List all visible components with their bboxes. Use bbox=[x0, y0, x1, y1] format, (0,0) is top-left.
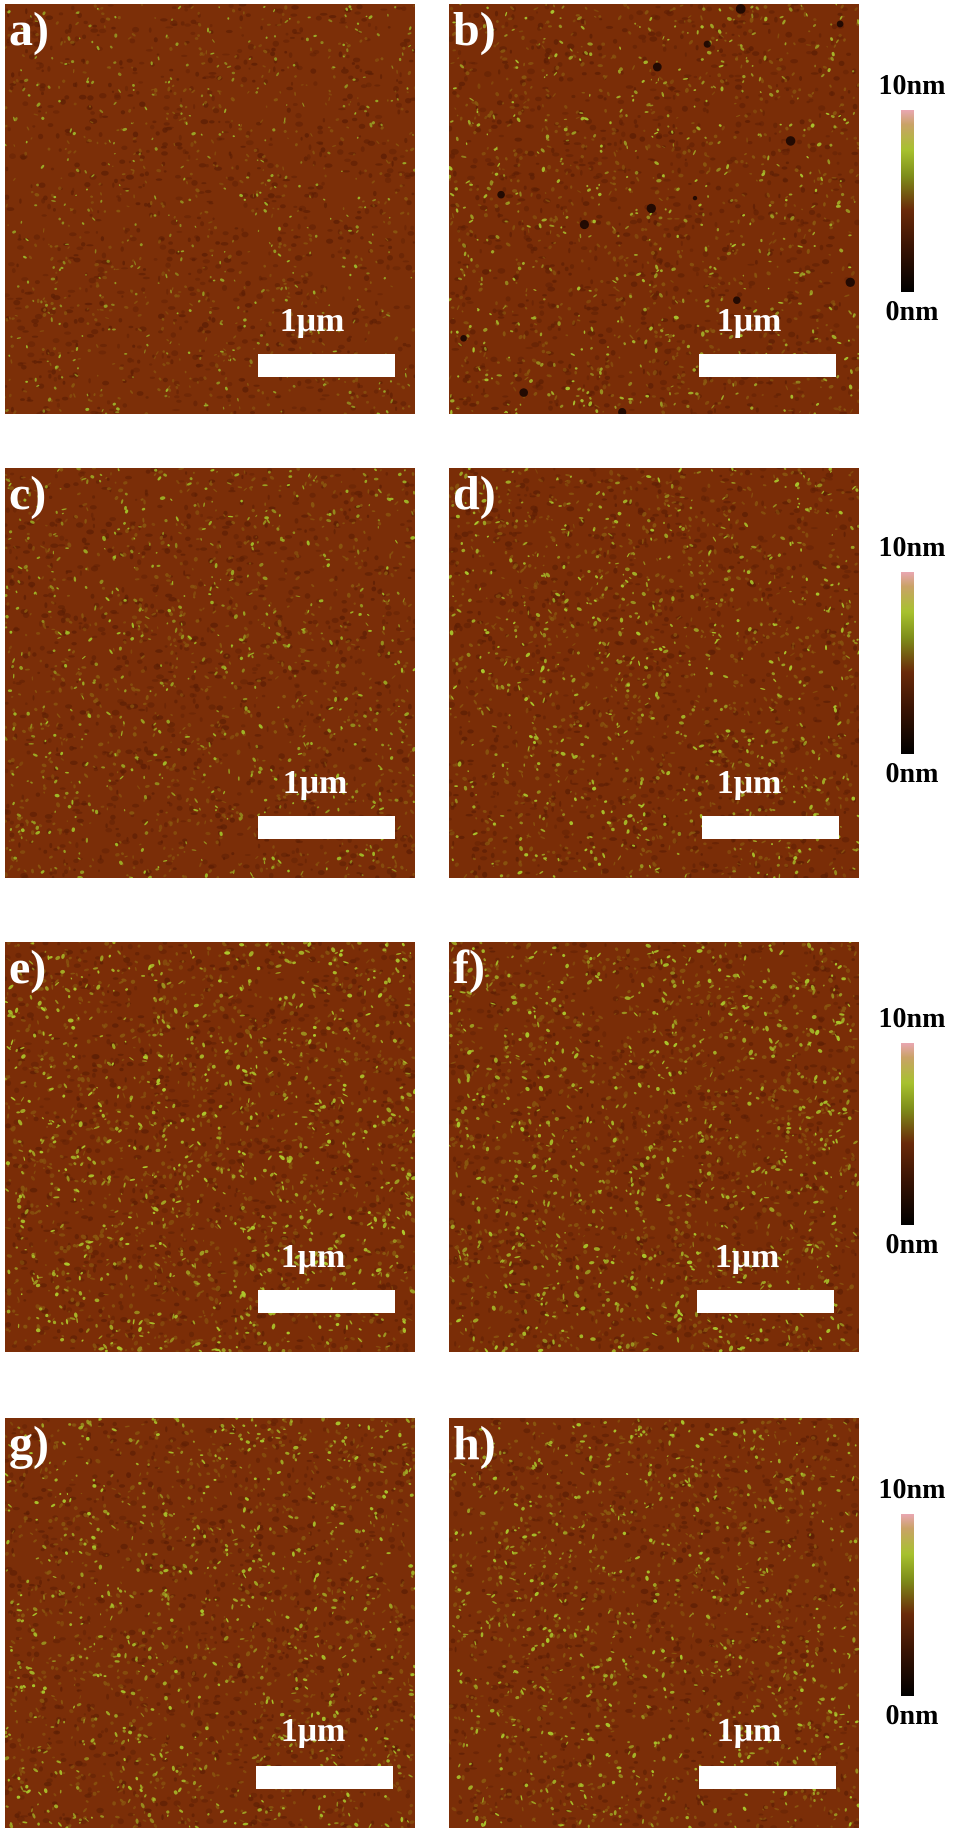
scale-bar-label-h: 1μm bbox=[716, 1712, 782, 1749]
scale-bar-b bbox=[699, 354, 836, 377]
afm-image-b bbox=[449, 4, 859, 414]
color-scale-max-label: 10nm bbox=[878, 1474, 946, 1505]
scale-bar-label-e: 1μm bbox=[280, 1238, 346, 1275]
panel-label-d: d) bbox=[453, 468, 496, 520]
afm-image-d bbox=[449, 468, 859, 878]
afm-panel-b: b) 1μm bbox=[449, 4, 859, 414]
afm-panel-a: a) 1μm bbox=[5, 4, 415, 414]
color-scale-gradient bbox=[901, 110, 914, 292]
color-scale-3: 10nm 0nm bbox=[864, 1005, 960, 1275]
scale-bar-f bbox=[697, 1290, 834, 1313]
color-scale-4: 10nm 0nm bbox=[864, 1476, 960, 1746]
color-scale-gradient bbox=[901, 1514, 914, 1696]
afm-panel-f: f) 1μm bbox=[449, 942, 859, 1352]
afm-image-h bbox=[449, 1418, 859, 1828]
color-scale-min-label: 0nm bbox=[885, 1700, 939, 1731]
color-scale-gradient bbox=[901, 1043, 914, 1225]
scale-bar-g bbox=[256, 1766, 393, 1789]
color-scale-2: 10nm 0nm bbox=[864, 534, 960, 804]
scale-bar-label-g: 1μm bbox=[280, 1712, 346, 1749]
scale-bar-a bbox=[258, 354, 395, 377]
afm-panel-e: e) 1μm bbox=[5, 942, 415, 1352]
scale-bar-label-b: 1μm bbox=[716, 302, 782, 339]
scale-bar-d bbox=[702, 816, 839, 839]
color-scale-max-label: 10nm bbox=[878, 532, 946, 563]
scale-bar-label-d: 1μm bbox=[716, 764, 782, 801]
afm-image-g bbox=[5, 1418, 415, 1828]
panel-label-b: b) bbox=[453, 4, 496, 56]
panel-label-e: e) bbox=[9, 942, 47, 994]
color-scale-1: 10nm 0nm bbox=[864, 72, 960, 342]
color-scale-gradient bbox=[901, 572, 914, 754]
afm-panel-d: d) 1μm bbox=[449, 468, 859, 878]
color-scale-min-label: 0nm bbox=[885, 1229, 939, 1260]
scale-bar-e bbox=[258, 1290, 395, 1313]
panel-label-f: f) bbox=[453, 942, 485, 994]
color-scale-min-label: 0nm bbox=[885, 758, 939, 789]
scale-bar-h bbox=[699, 1766, 836, 1789]
afm-image-c bbox=[5, 468, 415, 878]
panel-label-c: c) bbox=[9, 468, 47, 520]
afm-panel-g: g) 1μm bbox=[5, 1418, 415, 1828]
afm-panel-h: h) 1μm bbox=[449, 1418, 859, 1828]
afm-image-f bbox=[449, 942, 859, 1352]
panel-label-g: g) bbox=[9, 1418, 49, 1470]
panel-label-a: a) bbox=[9, 4, 49, 56]
scale-bar-label-f: 1μm bbox=[714, 1238, 780, 1275]
color-scale-max-label: 10nm bbox=[878, 70, 946, 101]
afm-panel-c: c) 1μm bbox=[5, 468, 415, 878]
panel-label-h: h) bbox=[453, 1418, 496, 1470]
scale-bar-c bbox=[258, 816, 395, 839]
color-scale-min-label: 0nm bbox=[885, 296, 939, 327]
afm-image-e bbox=[5, 942, 415, 1352]
scale-bar-label-a: 1μm bbox=[279, 302, 345, 339]
afm-image-a bbox=[5, 4, 415, 414]
scale-bar-label-c: 1μm bbox=[282, 764, 348, 801]
color-scale-max-label: 10nm bbox=[878, 1003, 946, 1034]
